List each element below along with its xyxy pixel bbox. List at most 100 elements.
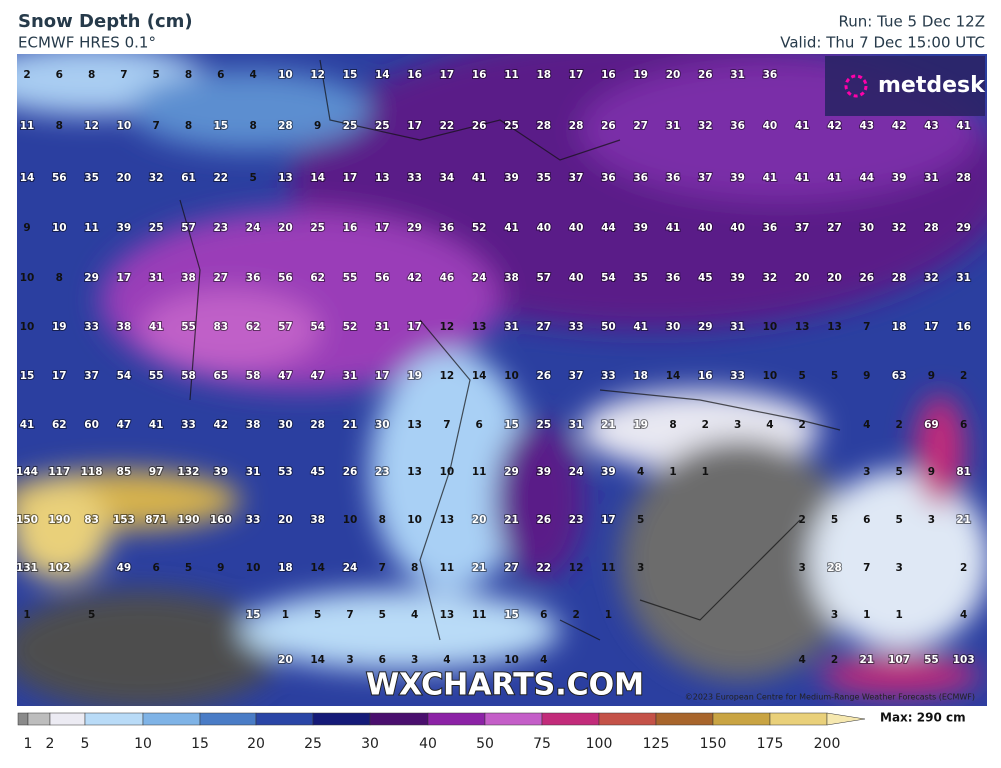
snow-depth-value: 5 (379, 609, 386, 621)
snow-depth-value: 41 (795, 172, 810, 184)
snow-depth-value: 5 (637, 514, 644, 526)
snow-depth-value: 2 (799, 514, 806, 526)
legend-swatch (541, 712, 600, 726)
snow-depth-value: 16 (407, 69, 422, 81)
snow-depth-value: 26 (698, 69, 713, 81)
legend-swatch (769, 712, 828, 726)
snow-depth-value: 144 (16, 466, 38, 478)
snow-depth-value: 10 (504, 654, 519, 666)
legend-tick-label: 50 (476, 736, 494, 752)
snow-depth-value: 47 (278, 370, 293, 382)
snow-depth-value: 12 (310, 69, 325, 81)
snow-depth-value: 7 (346, 609, 353, 621)
snow-depth-value: 10 (407, 514, 422, 526)
snow-depth-value: 9 (23, 222, 30, 234)
snow-depth-value: 28 (956, 172, 971, 184)
snow-depth-value: 21 (504, 514, 519, 526)
snow-depth-value: 36 (601, 172, 616, 184)
snow-depth-value: 40 (763, 120, 778, 132)
snow-depth-value: 43 (924, 120, 939, 132)
snow-depth-value: 36 (633, 172, 648, 184)
snow-depth-value: 62 (246, 321, 261, 333)
snow-depth-value: 34 (440, 172, 455, 184)
snow-depth-value: 42 (892, 120, 907, 132)
snow-depth-value: 13 (407, 419, 422, 431)
snow-depth-value: 29 (504, 466, 519, 478)
snow-depth-value: 22 (440, 120, 455, 132)
snow-depth-value: 13 (407, 466, 422, 478)
snow-depth-value: 4 (960, 609, 967, 621)
snow-depth-value: 2 (572, 609, 579, 621)
snow-depth-value: 12 (84, 120, 99, 132)
snow-depth-value: 5 (895, 514, 902, 526)
valid: Valid: Thu 7 Dec 15:00 UTC (780, 34, 985, 52)
snow-depth-value: 27 (213, 272, 228, 284)
snow-depth-value: 23 (213, 222, 228, 234)
snow-depth-value: 54 (117, 370, 132, 382)
snow-depth-value: 62 (310, 272, 325, 284)
snow-depth-value: 26 (472, 120, 487, 132)
snow-depth-value: 37 (795, 222, 810, 234)
legend-tick-label: 15 (191, 736, 209, 752)
snow-depth-value: 42 (213, 419, 228, 431)
snow-depth-value: 31 (924, 172, 939, 184)
snow-depth-value: 39 (892, 172, 907, 184)
snow-depth-value: 38 (181, 272, 196, 284)
snow-depth-value: 153 (113, 514, 135, 526)
legend-arrow (826, 712, 866, 726)
snow-depth-value: 1 (282, 609, 289, 621)
snow-depth-value: 5 (153, 69, 160, 81)
snow-depth-value: 20 (278, 654, 293, 666)
snow-depth-value: 8 (56, 272, 63, 284)
legend-tick-label: 75 (533, 736, 551, 752)
legend-tick-label: 30 (361, 736, 379, 752)
snow-depth-value: 23 (375, 466, 390, 478)
snow-depth-value: 36 (763, 69, 778, 81)
snow-depth-value: 14 (310, 562, 325, 574)
snow-depth-value: 18 (278, 562, 293, 574)
snow-depth-value: 15 (343, 69, 358, 81)
snow-depth-value: 2 (895, 419, 902, 431)
snow-depth-value: 31 (956, 272, 971, 284)
legend-tick-label: 20 (247, 736, 265, 752)
snow-depth-value: 13 (278, 172, 293, 184)
snow-depth-value: 118 (81, 466, 103, 478)
snow-depth-value: 17 (375, 370, 390, 382)
snow-depth-value: 11 (84, 222, 99, 234)
snow-depth-value: 3 (863, 466, 870, 478)
snow-depth-value: 39 (536, 466, 551, 478)
snow-depth-value: 60 (84, 419, 99, 431)
legend-swatch (199, 712, 257, 726)
snow-depth-value: 42 (827, 120, 842, 132)
legend-tick-label: 10 (134, 736, 152, 752)
snow-depth-value: 31 (569, 419, 584, 431)
snow-depth-value: 17 (407, 120, 422, 132)
snow-depth-value: 103 (953, 654, 975, 666)
legend-swatch (712, 712, 771, 726)
snow-depth-value: 107 (888, 654, 910, 666)
snow-depth-value: 14 (472, 370, 487, 382)
snow-depth-value: 2 (831, 654, 838, 666)
snow-depth-value: 97 (149, 466, 164, 478)
snow-depth-value: 41 (149, 419, 164, 431)
snow-depth-value: 41 (827, 172, 842, 184)
snow-depth-value: 40 (536, 222, 551, 234)
snow-depth-value: 28 (278, 120, 293, 132)
snow-depth-value: 20 (278, 222, 293, 234)
snow-depth-value: 52 (472, 222, 487, 234)
snow-depth-value: 57 (181, 222, 196, 234)
snow-depth-value: 32 (892, 222, 907, 234)
snow-depth-value: 39 (730, 172, 745, 184)
snow-depth-value: 28 (892, 272, 907, 284)
snow-depth-value: 11 (20, 120, 35, 132)
snow-depth-value: 30 (859, 222, 874, 234)
snow-depth-value: 11 (504, 69, 519, 81)
snow-depth-value: 10 (20, 272, 35, 284)
snow-depth-value: 29 (956, 222, 971, 234)
snow-depth-value: 33 (181, 419, 196, 431)
legend-tick-label: 1 (24, 736, 33, 752)
snow-depth-value: 5 (314, 609, 321, 621)
snow-depth-value: 38 (504, 272, 519, 284)
snow-depth-value: 55 (181, 321, 196, 333)
snow-depth-value: 7 (379, 562, 386, 574)
